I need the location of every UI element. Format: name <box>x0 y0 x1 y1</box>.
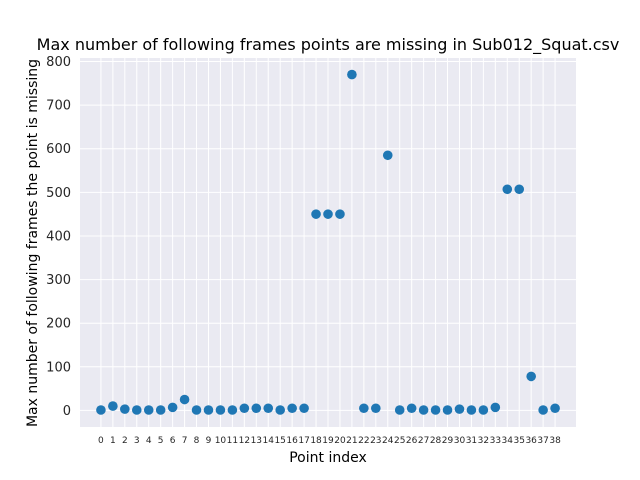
x-tick-label: 9 <box>206 436 212 446</box>
x-tick-label: 25 <box>394 436 405 446</box>
x-tick-label: 13 <box>251 436 262 446</box>
x-tick-label: 35 <box>514 436 525 446</box>
data-point <box>454 404 465 414</box>
data-point <box>299 403 309 414</box>
x-tick-label: 29 <box>442 436 454 446</box>
data-point <box>382 150 393 161</box>
x-tick-label: 27 <box>418 436 429 446</box>
y-axis-label: Max number of following frames the point… <box>25 59 41 427</box>
y-tick-label: 200 <box>46 317 71 332</box>
y-tick-label: 800 <box>46 55 71 70</box>
x-tick-label: 16 <box>286 436 298 446</box>
x-tick-label: 12 <box>239 436 250 446</box>
data-point <box>442 405 453 415</box>
x-tick-label: 19 <box>322 436 334 446</box>
chart-title: Max number of following frames points ar… <box>37 35 620 55</box>
data-point <box>275 405 285 415</box>
y-tick-label: 600 <box>46 142 71 157</box>
data-point <box>311 209 321 219</box>
x-tick-label: 31 <box>466 436 477 446</box>
data-point <box>490 402 501 413</box>
x-tick-labels: 0 1 2 3 4 5 6 7 8 9 10 11 12 13 14 15 16 17 18 19 20 21 22 23 24… <box>98 436 561 446</box>
data-point <box>550 403 560 414</box>
data-point <box>394 405 405 415</box>
grid-lines <box>80 58 576 427</box>
x-tick-label: 0 <box>98 436 104 446</box>
y-tick-label: 500 <box>46 186 71 201</box>
x-tick-label: 30 <box>454 436 466 446</box>
data-point <box>263 403 274 414</box>
x-tick-label: 24 <box>382 436 394 446</box>
data-point <box>131 405 142 415</box>
x-axis-label: Point index <box>289 450 367 466</box>
x-tick-label: 34 <box>502 436 514 446</box>
data-point <box>347 69 357 80</box>
data-point <box>371 403 381 414</box>
data-point <box>96 405 106 415</box>
x-tick-label: 3 <box>134 436 140 446</box>
x-tick-label: 5 <box>158 436 164 446</box>
x-tick-label: 15 <box>274 436 285 446</box>
x-tick-label: 23 <box>370 436 381 446</box>
x-tick-label: 21 <box>346 436 357 446</box>
x-tick-label: 36 <box>525 436 537 446</box>
data-point <box>478 405 489 415</box>
data-point <box>538 405 548 415</box>
data-point <box>167 402 178 413</box>
data-point <box>239 403 250 414</box>
x-tick-label: 10 <box>215 436 227 446</box>
data-point <box>418 405 429 415</box>
data-point <box>323 209 333 219</box>
data-point <box>203 405 214 415</box>
data-point <box>406 403 417 414</box>
data-point <box>526 371 536 382</box>
y-tick-label: 100 <box>46 360 71 375</box>
data-point <box>287 403 297 414</box>
x-tick-label: 2 <box>122 436 128 446</box>
x-tick-label: 8 <box>194 436 200 446</box>
x-tick-label: 38 <box>549 436 561 446</box>
data-point <box>191 405 202 415</box>
data-points <box>96 69 560 415</box>
data-point <box>359 403 369 414</box>
x-tick-label: 7 <box>182 436 188 446</box>
data-point <box>502 184 513 195</box>
y-tick-label: 400 <box>46 229 71 244</box>
x-tick-label: 11 <box>227 436 238 446</box>
data-point <box>466 405 477 415</box>
x-tick-label: 18 <box>310 436 322 446</box>
data-point <box>215 405 226 415</box>
data-point <box>227 405 238 415</box>
data-point <box>251 403 262 414</box>
x-tick-label: 22 <box>358 436 369 446</box>
y-tick-label: 700 <box>46 99 71 114</box>
x-tick-label: 37 <box>537 436 548 446</box>
x-tick-label: 33 <box>490 436 501 446</box>
y-tick-label: 0 <box>63 404 71 419</box>
x-tick-label: 17 <box>298 436 309 446</box>
data-point <box>430 405 441 415</box>
y-tick-labels: 0 100 200 300 400 500 600 700 800 <box>46 55 71 419</box>
x-tick-label: 20 <box>334 436 346 446</box>
data-point <box>514 184 525 195</box>
x-tick-label: 14 <box>263 436 275 446</box>
x-tick-label: 32 <box>478 436 489 446</box>
data-point <box>179 394 190 405</box>
data-point <box>155 405 166 415</box>
x-tick-label: 1 <box>110 436 116 446</box>
x-tick-label: 4 <box>146 436 152 446</box>
y-tick-label: 300 <box>46 273 71 288</box>
data-point <box>120 404 130 414</box>
data-point <box>143 405 154 415</box>
x-tick-label: 28 <box>430 436 442 446</box>
data-point <box>335 209 345 219</box>
x-tick-label: 26 <box>406 436 418 446</box>
x-tick-label: 6 <box>170 436 176 446</box>
data-point <box>108 401 118 411</box>
